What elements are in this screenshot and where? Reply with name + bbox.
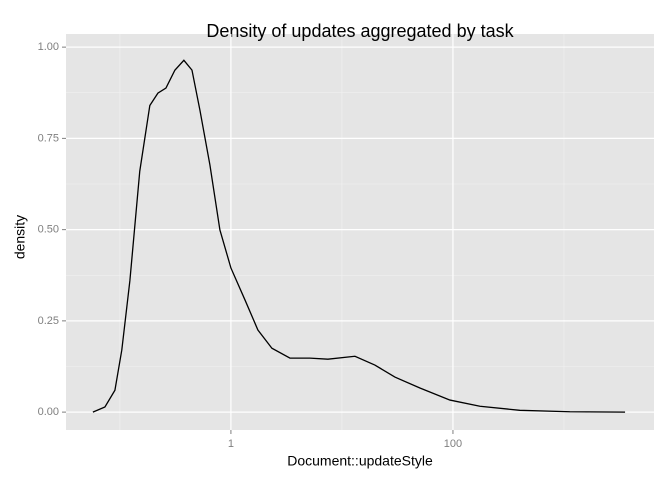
- panel: [66, 34, 654, 430]
- y-tick-label: 0.25: [38, 315, 59, 327]
- density-line: [92, 59, 626, 413]
- x-tick-label: 100: [444, 438, 462, 450]
- y-axis-label: density: [12, 215, 28, 259]
- x-tick-label: 1: [228, 438, 234, 450]
- y-tick-label: 0.00: [38, 406, 59, 418]
- chart-title: Density of updates aggregated by task: [206, 21, 514, 41]
- y-tick-label: 0.50: [38, 224, 59, 236]
- y-tick-label: 1.00: [38, 41, 59, 53]
- y-tick-label: 0.75: [38, 132, 59, 144]
- x-axis-label: Document::updateStyle: [287, 453, 433, 469]
